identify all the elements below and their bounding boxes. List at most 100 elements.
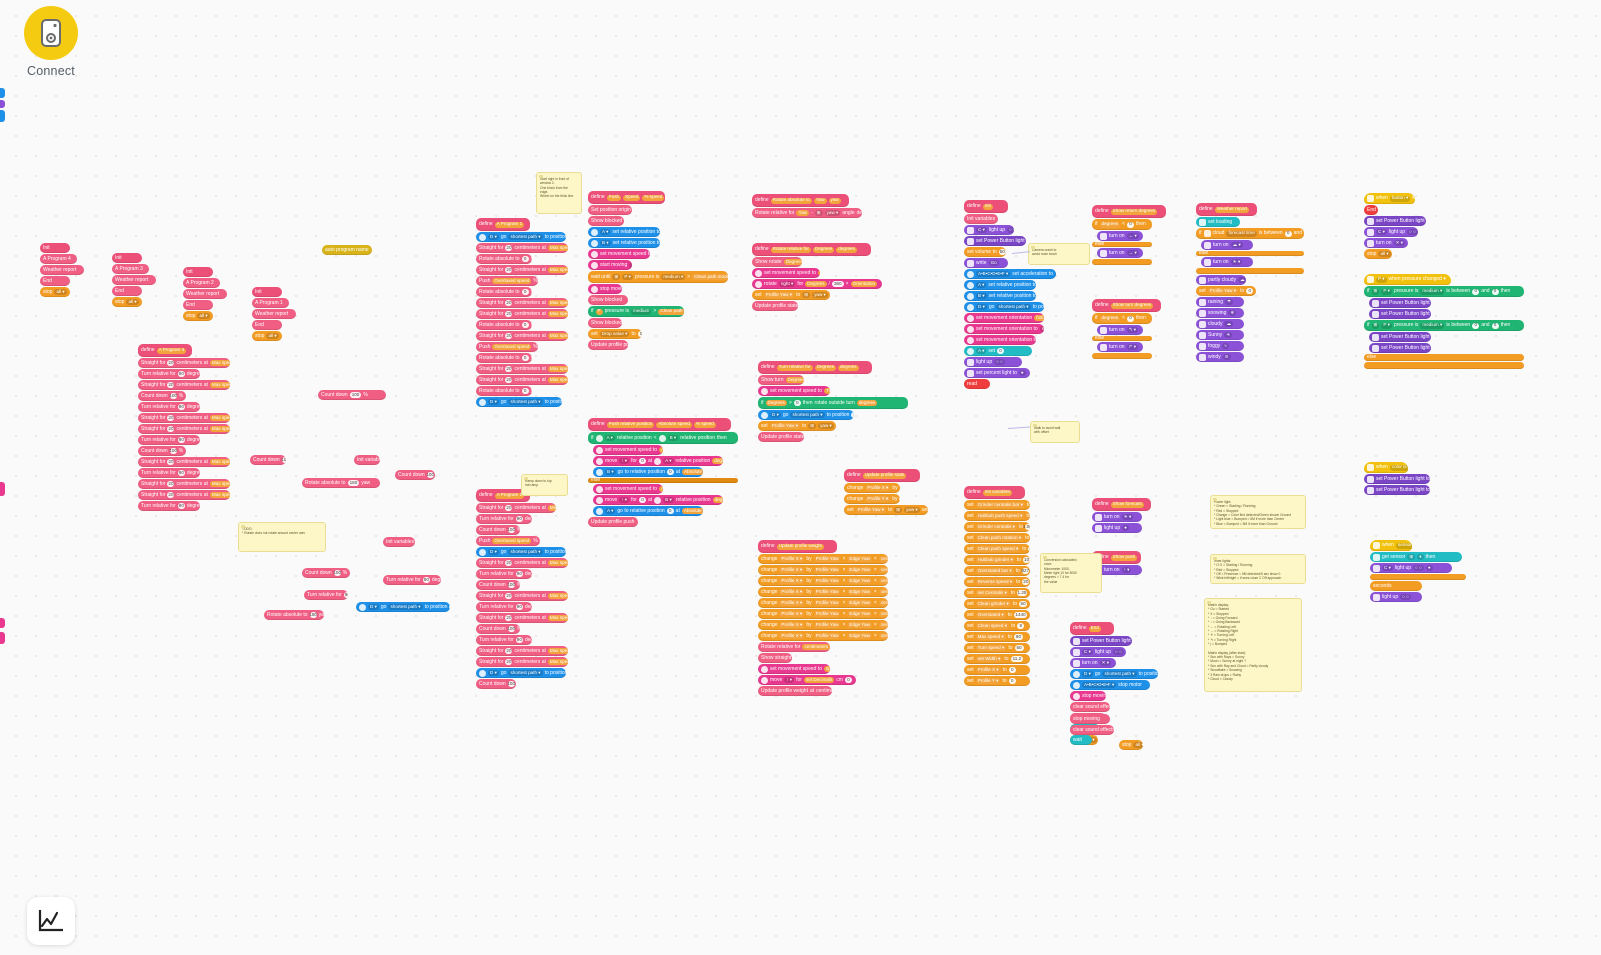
variable-pill[interactable]: Overtaxed speed bbox=[492, 277, 532, 284]
block-show-return-degrees-1[interactable]: turn on ← ▾ bbox=[1097, 231, 1143, 241]
input-field[interactable]: 90 bbox=[177, 502, 185, 509]
block-show-forecast-1[interactable]: light up ● bbox=[1092, 523, 1142, 533]
event-3-block-4[interactable]: light up ○ ○ bbox=[1370, 592, 1422, 602]
start-position-note[interactable]: Start right in front of window 2. One bl… bbox=[536, 172, 582, 214]
block-init-variables-11[interactable]: set Clean speed ▾ to 8 bbox=[964, 621, 1030, 631]
input-field[interactable]: 0 bbox=[1127, 315, 1135, 322]
define-show-return-degrees[interactable]: define Show return degrees bbox=[1092, 205, 1166, 218]
dropdown-field[interactable]: P ▾ bbox=[1381, 322, 1392, 329]
input-field[interactable]: 0 bbox=[521, 355, 529, 361]
dropdown-field[interactable]: B ▾ bbox=[663, 496, 674, 503]
event-0-block-1[interactable]: set Power Button light to● bbox=[1364, 216, 1426, 226]
input-field[interactable]: 0 bbox=[1284, 230, 1292, 237]
variable-pill[interactable]: Max speed bbox=[209, 382, 230, 388]
block-update-profile-weight-7[interactable]: change Profile X ▾ by Profile Yaw × Edge Yaw ×… bbox=[758, 631, 888, 641]
block-weather-report-5[interactable] bbox=[1196, 268, 1304, 274]
block-weather-report-12[interactable]: foggy ≈ bbox=[1196, 341, 1244, 351]
init-stack-1-block-2[interactable]: Weather report bbox=[40, 265, 85, 275]
block-end-0[interactable]: set Power Button light to○ bbox=[1070, 636, 1132, 646]
variable-pill[interactable]: Weather report bbox=[1214, 206, 1250, 213]
event-hat-1[interactable]: P ▾ when pressure changed ▾ bbox=[1364, 274, 1452, 285]
variable-pill[interactable]: Update profile state bbox=[862, 472, 907, 479]
block-turn-relative-for-0[interactable]: Show turn Degrees bbox=[758, 375, 804, 385]
dropdown-field[interactable]: ☁ bbox=[1224, 320, 1234, 327]
variable-pill[interactable]: Hubbub push speed ▾ bbox=[975, 512, 1025, 519]
block-init-variables-5[interactable]: set Hubbub grinder ▾ to 10 bbox=[964, 555, 1030, 565]
block-show-turn-degrees-0[interactable]: if degrees <0 then bbox=[1092, 313, 1152, 324]
block-weather-report-4[interactable]: turn on ☀ ▾ bbox=[1201, 257, 1253, 267]
dropdown-field[interactable]: A ▾ bbox=[604, 434, 615, 441]
define-turn-relative-for[interactable]: define Turn relative for Degrees degrees bbox=[758, 361, 873, 374]
variable-pill[interactable]: Profile Y ▾ bbox=[975, 677, 1001, 684]
block-update-profile-weight-9[interactable]: Show straight0 bbox=[758, 653, 792, 663]
block-show-turn-degrees-4[interactable] bbox=[1092, 353, 1152, 359]
define-push-relative-position[interactable]: define Push relative position Absolute spe… bbox=[588, 418, 732, 431]
variable-pill[interactable]: Clean path modes bbox=[692, 274, 728, 280]
input-field[interactable]: 10 bbox=[1023, 556, 1030, 563]
event-1-block-7[interactable] bbox=[1364, 362, 1524, 369]
connect-button[interactable]: Connect bbox=[22, 6, 80, 78]
block-push-7[interactable]: stop moving bbox=[588, 284, 622, 294]
block-show-return-degrees-0[interactable]: if degrees <0 then bbox=[1092, 219, 1152, 230]
dropdown-field[interactable]: ↱ ▾ bbox=[1126, 343, 1139, 350]
dropdown-field[interactable]: ↰ ▾ bbox=[1126, 326, 1139, 333]
dropdown-field[interactable]: A ▾ bbox=[976, 347, 987, 354]
dropdown-field[interactable]: A ▾ bbox=[976, 281, 987, 288]
input-field[interactable]: 20 bbox=[505, 614, 513, 621]
input-field[interactable]: 11.2 bbox=[1010, 655, 1024, 662]
variable-pill[interactable]: Profile X ▾ bbox=[779, 621, 805, 628]
init-stack-3-block-2[interactable]: Weather report bbox=[183, 289, 228, 299]
dropdown-field[interactable]: medium ▾ bbox=[661, 273, 686, 280]
dropdown-field[interactable]: ☁ ▾ bbox=[1230, 241, 1243, 248]
block-update-profile-weight-5[interactable]: change Profile X ▾ by Profile Yaw × Edge Yaw ×… bbox=[758, 609, 888, 619]
input-field[interactable]: 100 bbox=[349, 391, 362, 398]
dropdown-field[interactable]: forecast time bbox=[1226, 230, 1257, 237]
block-end-5[interactable]: stop moving bbox=[1070, 691, 1106, 701]
input-field[interactable]: 20 bbox=[505, 504, 513, 511]
dropdown-field[interactable]: ↑ ▾ bbox=[784, 676, 795, 683]
variable-pill[interactable]: Profile Yaw ▾ bbox=[769, 422, 801, 429]
block-update-profile-weight-12[interactable]: Update profile weightatcentimeters bbox=[758, 686, 832, 696]
dropdown-field[interactable]: ↑ ▾ bbox=[619, 496, 630, 503]
variable-pill[interactable]: Reverse speed ▾ bbox=[975, 578, 1015, 585]
dropdown-field[interactable]: D ▾ bbox=[488, 669, 499, 676]
offscreen-block-3[interactable] bbox=[0, 482, 5, 496]
block-push-1[interactable]: Show blocked bbox=[588, 216, 624, 226]
init-stack-1-block-3[interactable]: End bbox=[40, 276, 70, 286]
block-init-7[interactable]: B ▾set relative position to0 bbox=[964, 291, 1036, 301]
block-init-variables-12[interactable]: set Max speed ▾ to 80 bbox=[964, 632, 1030, 642]
variable-pill[interactable]: Overtaxed speed bbox=[492, 343, 532, 350]
input-field[interactable]: 180 bbox=[347, 479, 360, 486]
variable-pill[interactable]: Yaw bbox=[796, 209, 810, 216]
dropdown-field[interactable]: ⊞ bbox=[808, 422, 817, 429]
dropdown-field[interactable]: A ▾ bbox=[605, 507, 616, 514]
variable-pill[interactable]: Edge Yaw bbox=[847, 588, 872, 595]
extra-block-12[interactable]: stop moving bbox=[1070, 714, 1110, 724]
dropdown-field[interactable]: Drop value ▾ bbox=[599, 330, 630, 337]
wall-offset-note[interactable]: Walk to avoid wall with offset bbox=[1030, 421, 1080, 443]
input-field[interactable]: 100 bbox=[507, 526, 516, 533]
block-update-profile-weight-1[interactable]: change Profile X ▾ by Profile Yaw × Edge Yaw ×… bbox=[758, 565, 888, 575]
block-init-4[interactable]: write Go bbox=[964, 258, 1008, 268]
variable-pill[interactable]: Yaw bbox=[813, 197, 827, 204]
dropdown-field[interactable]: color is ▾ bbox=[1389, 464, 1408, 471]
input-field[interactable]: 100 bbox=[333, 569, 342, 576]
variable-pill[interactable]: Max speed ▾ bbox=[975, 633, 1006, 640]
block-a-program-2-6[interactable]: Turn relative for90degrees bbox=[476, 569, 532, 579]
variable-pill[interactable]: Grinder centralis bar ▾ bbox=[975, 501, 1025, 508]
block-show-turn-degrees-2[interactable]: else bbox=[1092, 336, 1152, 341]
block-init-12[interactable]: A ▾ set 0 bbox=[964, 346, 1032, 356]
block-a-program-1-11[interactable]: Rotate absolute to0yaw bbox=[476, 353, 532, 363]
event-0-block-2[interactable]: C ▾ light up ○ ○ bbox=[1364, 227, 1418, 237]
input-field[interactable]: 90 bbox=[515, 636, 523, 643]
event-3-block-0[interactable]: get sensor ⊞ ▾ then bbox=[1370, 552, 1462, 562]
variable-pill[interactable]: centimeters bbox=[878, 589, 888, 595]
